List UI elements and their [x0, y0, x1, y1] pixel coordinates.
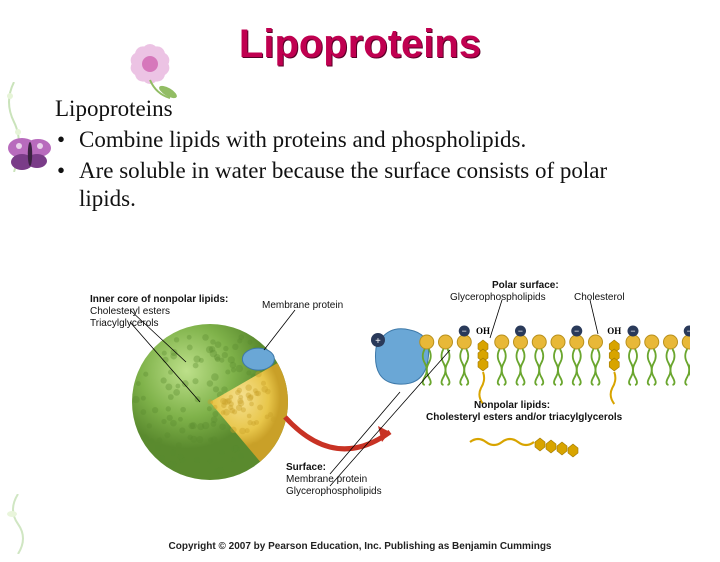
svg-text:−: −: [518, 326, 523, 336]
label-nonpolar-1: Cholesteryl esters and/or triacylglycero…: [426, 412, 622, 423]
label-surface-1: Membrane protein: [286, 474, 367, 485]
svg-text:−: −: [574, 326, 579, 336]
label-surface-head: Surface:: [286, 462, 326, 473]
label-inner-core-1: Cholesteryl esters: [90, 306, 170, 317]
page-title: Lipoproteins: [0, 22, 720, 67]
bullet-glyph: •: [55, 126, 79, 155]
label-polar-1: Glycerophospholipids: [450, 292, 546, 303]
svg-text:OH: OH: [607, 326, 621, 336]
svg-text:−: −: [687, 326, 690, 336]
lipoprotein-diagram: +−OH−−OH−− Inner core of nonpolar lipids…: [90, 282, 690, 512]
copyright-text: Copyright © 2007 by Pearson Education, I…: [0, 541, 720, 552]
bullet-item: • Are soluble in water because the surfa…: [55, 157, 665, 215]
label-inner-core-2: Triacylglycerols: [90, 318, 159, 329]
bullet-item: • Combine lipids with proteins and phosp…: [55, 126, 665, 155]
label-nonpolar-head: Nonpolar lipids:: [474, 400, 550, 411]
bullet-glyph: •: [55, 157, 79, 186]
svg-text:−: −: [630, 326, 635, 336]
label-surface-2: Glycerophospholipids: [286, 486, 382, 497]
svg-text:+: +: [375, 336, 381, 347]
bullet-text: Are soluble in water because the surface…: [79, 157, 665, 215]
svg-text:OH: OH: [476, 326, 490, 336]
label-membrane-protein: Membrane protein: [262, 300, 343, 311]
body-text: Lipoproteins • Combine lipids with prote…: [55, 95, 665, 214]
label-polar-2: Cholesterol: [574, 292, 625, 303]
label-polar-surface: Polar surface:: [492, 280, 559, 291]
butterfly-decoration: [4, 134, 54, 174]
bullet-text: Combine lipids with proteins and phospho…: [79, 126, 665, 155]
label-inner-core-head: Inner core of nonpolar lipids:: [90, 294, 228, 305]
flower-decoration: [110, 30, 190, 100]
svg-text:−: −: [462, 326, 467, 336]
